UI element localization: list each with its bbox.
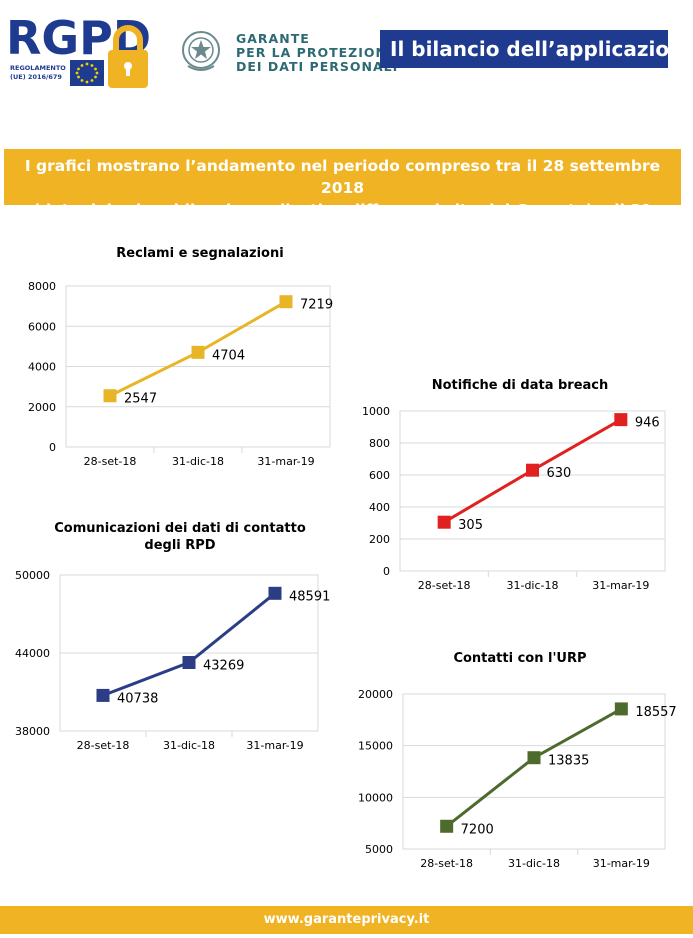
rgpd-sub-2: (UE) 2016/679: [10, 73, 62, 81]
series-line: [102, 592, 276, 697]
data-point: [268, 586, 282, 600]
chart-reclami: 0 2000 4000 6000 8000 28-set-18 31-dic-18 31-ma…: [28, 280, 333, 468]
data-label: 48591: [289, 589, 330, 604]
banner-line-1: I grafici mostrano l’andamento nel perio…: [24, 157, 661, 197]
chart-breach: 0 200 400 600 800 1000 28-set-18 31-dic-18 31-ma…: [362, 405, 666, 592]
data-point: [526, 463, 539, 477]
data-label: 946: [635, 416, 660, 431]
chart-rpd-title-line-1: Comunicazioni dei dati di contatto: [54, 521, 306, 536]
intro-banner: I grafici mostrano l’andamento nel perio…: [4, 149, 681, 241]
x-tick-label: 28-set-18: [420, 857, 473, 870]
chart-rpd-title-line-2: degli RPD: [144, 538, 216, 553]
chart-urp: 5000 10000 15000 20000 28-set-18 31-dic-18 31-…: [358, 688, 677, 870]
data-point: [279, 295, 293, 309]
plot-frame: [399, 410, 666, 572]
y-tick-label: 10000: [358, 791, 393, 804]
italian-emblem-icon: [182, 31, 220, 71]
y-tick-label: 800: [369, 437, 390, 450]
data-label: 4704: [212, 348, 245, 363]
data-point: [614, 413, 628, 427]
y-tick-label: 200: [369, 533, 390, 546]
x-tick-label: 31-mar-19: [257, 455, 314, 468]
chart-breach-title-line-1: Notifiche di data breach: [431, 378, 609, 393]
data-point: [437, 515, 451, 529]
chart-reclami-title-line-1: Reclami e segnalazioni: [116, 246, 284, 261]
data-label: 7200: [461, 822, 494, 837]
x-tick-label: 31-dic-18: [508, 857, 560, 870]
series-line: [445, 707, 623, 828]
data-label: 7219: [300, 298, 333, 313]
data-point: [182, 656, 196, 670]
x-tick-label: 28-set-18: [84, 455, 137, 468]
y-tick-label: 0: [383, 565, 390, 578]
y-tick-label: 50000: [15, 569, 50, 582]
rgpd-sub-1: REGOLAMENTO: [10, 64, 66, 72]
data-label: 13835: [548, 754, 589, 769]
data-point: [191, 345, 205, 359]
y-tick-label: 4000: [28, 361, 56, 374]
data-label: 630: [547, 466, 572, 481]
data-point: [96, 688, 110, 702]
y-tick-label: 38000: [15, 725, 50, 738]
y-tick-label: 0: [49, 441, 56, 454]
chart-urp-title-line-1: Contatti con l'URP: [453, 651, 587, 666]
y-tick-label: 2000: [28, 401, 56, 414]
x-tick-label: 31-dic-18: [163, 739, 215, 752]
data-label: 305: [458, 518, 483, 533]
garante-name-line-3: DEI DATI PERSONALI: [236, 59, 399, 74]
page-title: Il bilancio dell’applicazione: [380, 30, 693, 68]
y-tick-label: 8000: [28, 280, 56, 293]
banner-line-2: (data del primo bilancio applicativo dif…: [33, 201, 652, 241]
y-tick-label: 5000: [365, 843, 393, 856]
x-tick-label: 31-dic-18: [506, 579, 558, 592]
eu-flag-icon: [70, 60, 104, 86]
data-point: [103, 389, 117, 403]
y-tick-label: 400: [369, 501, 390, 514]
data-label: 2547: [124, 392, 157, 407]
data-point: [527, 751, 541, 765]
chart-breach-title: Notifiche di data breach: [375, 377, 665, 394]
padlock-icon: [108, 25, 148, 88]
y-tick-label: 6000: [28, 320, 56, 333]
footer-url[interactable]: www.garanteprivacy.it: [0, 906, 693, 934]
chart-urp-title: Contatti con l'URP: [375, 650, 665, 667]
chart-rpd-title: Comunicazioni dei dati di contatto degli…: [40, 520, 320, 554]
y-tick-label: 600: [369, 469, 390, 482]
rgpd-logo: RGPD REGOLAMENTO (UE) 2016/679: [6, 11, 151, 88]
x-tick-label: 31-mar-19: [246, 739, 303, 752]
x-tick-label: 28-set-18: [418, 579, 471, 592]
x-tick-label: 31-mar-19: [592, 579, 649, 592]
data-label: 40738: [117, 691, 158, 706]
data-label: 18557: [635, 705, 676, 720]
chart-rpd: 38000 44000 50000 28-set-18 31-dic-18 31-mar-…: [15, 569, 330, 752]
x-tick-label: 31-mar-19: [593, 857, 650, 870]
chart-reclami-title: Reclami e segnalazioni: [60, 245, 340, 262]
x-tick-label: 28-set-18: [77, 739, 130, 752]
y-tick-label: 20000: [358, 688, 393, 701]
data-point: [614, 702, 628, 716]
garante-name-line-2: PER LA PROTEZIONE: [236, 45, 397, 60]
garante-name-line-1: GARANTE: [236, 31, 310, 46]
data-point: [440, 819, 454, 833]
x-tick-label: 31-dic-18: [172, 455, 224, 468]
y-tick-label: 1000: [362, 405, 390, 418]
y-tick-label: 15000: [358, 740, 393, 753]
data-label: 43269: [203, 659, 244, 674]
y-tick-label: 44000: [15, 647, 50, 660]
